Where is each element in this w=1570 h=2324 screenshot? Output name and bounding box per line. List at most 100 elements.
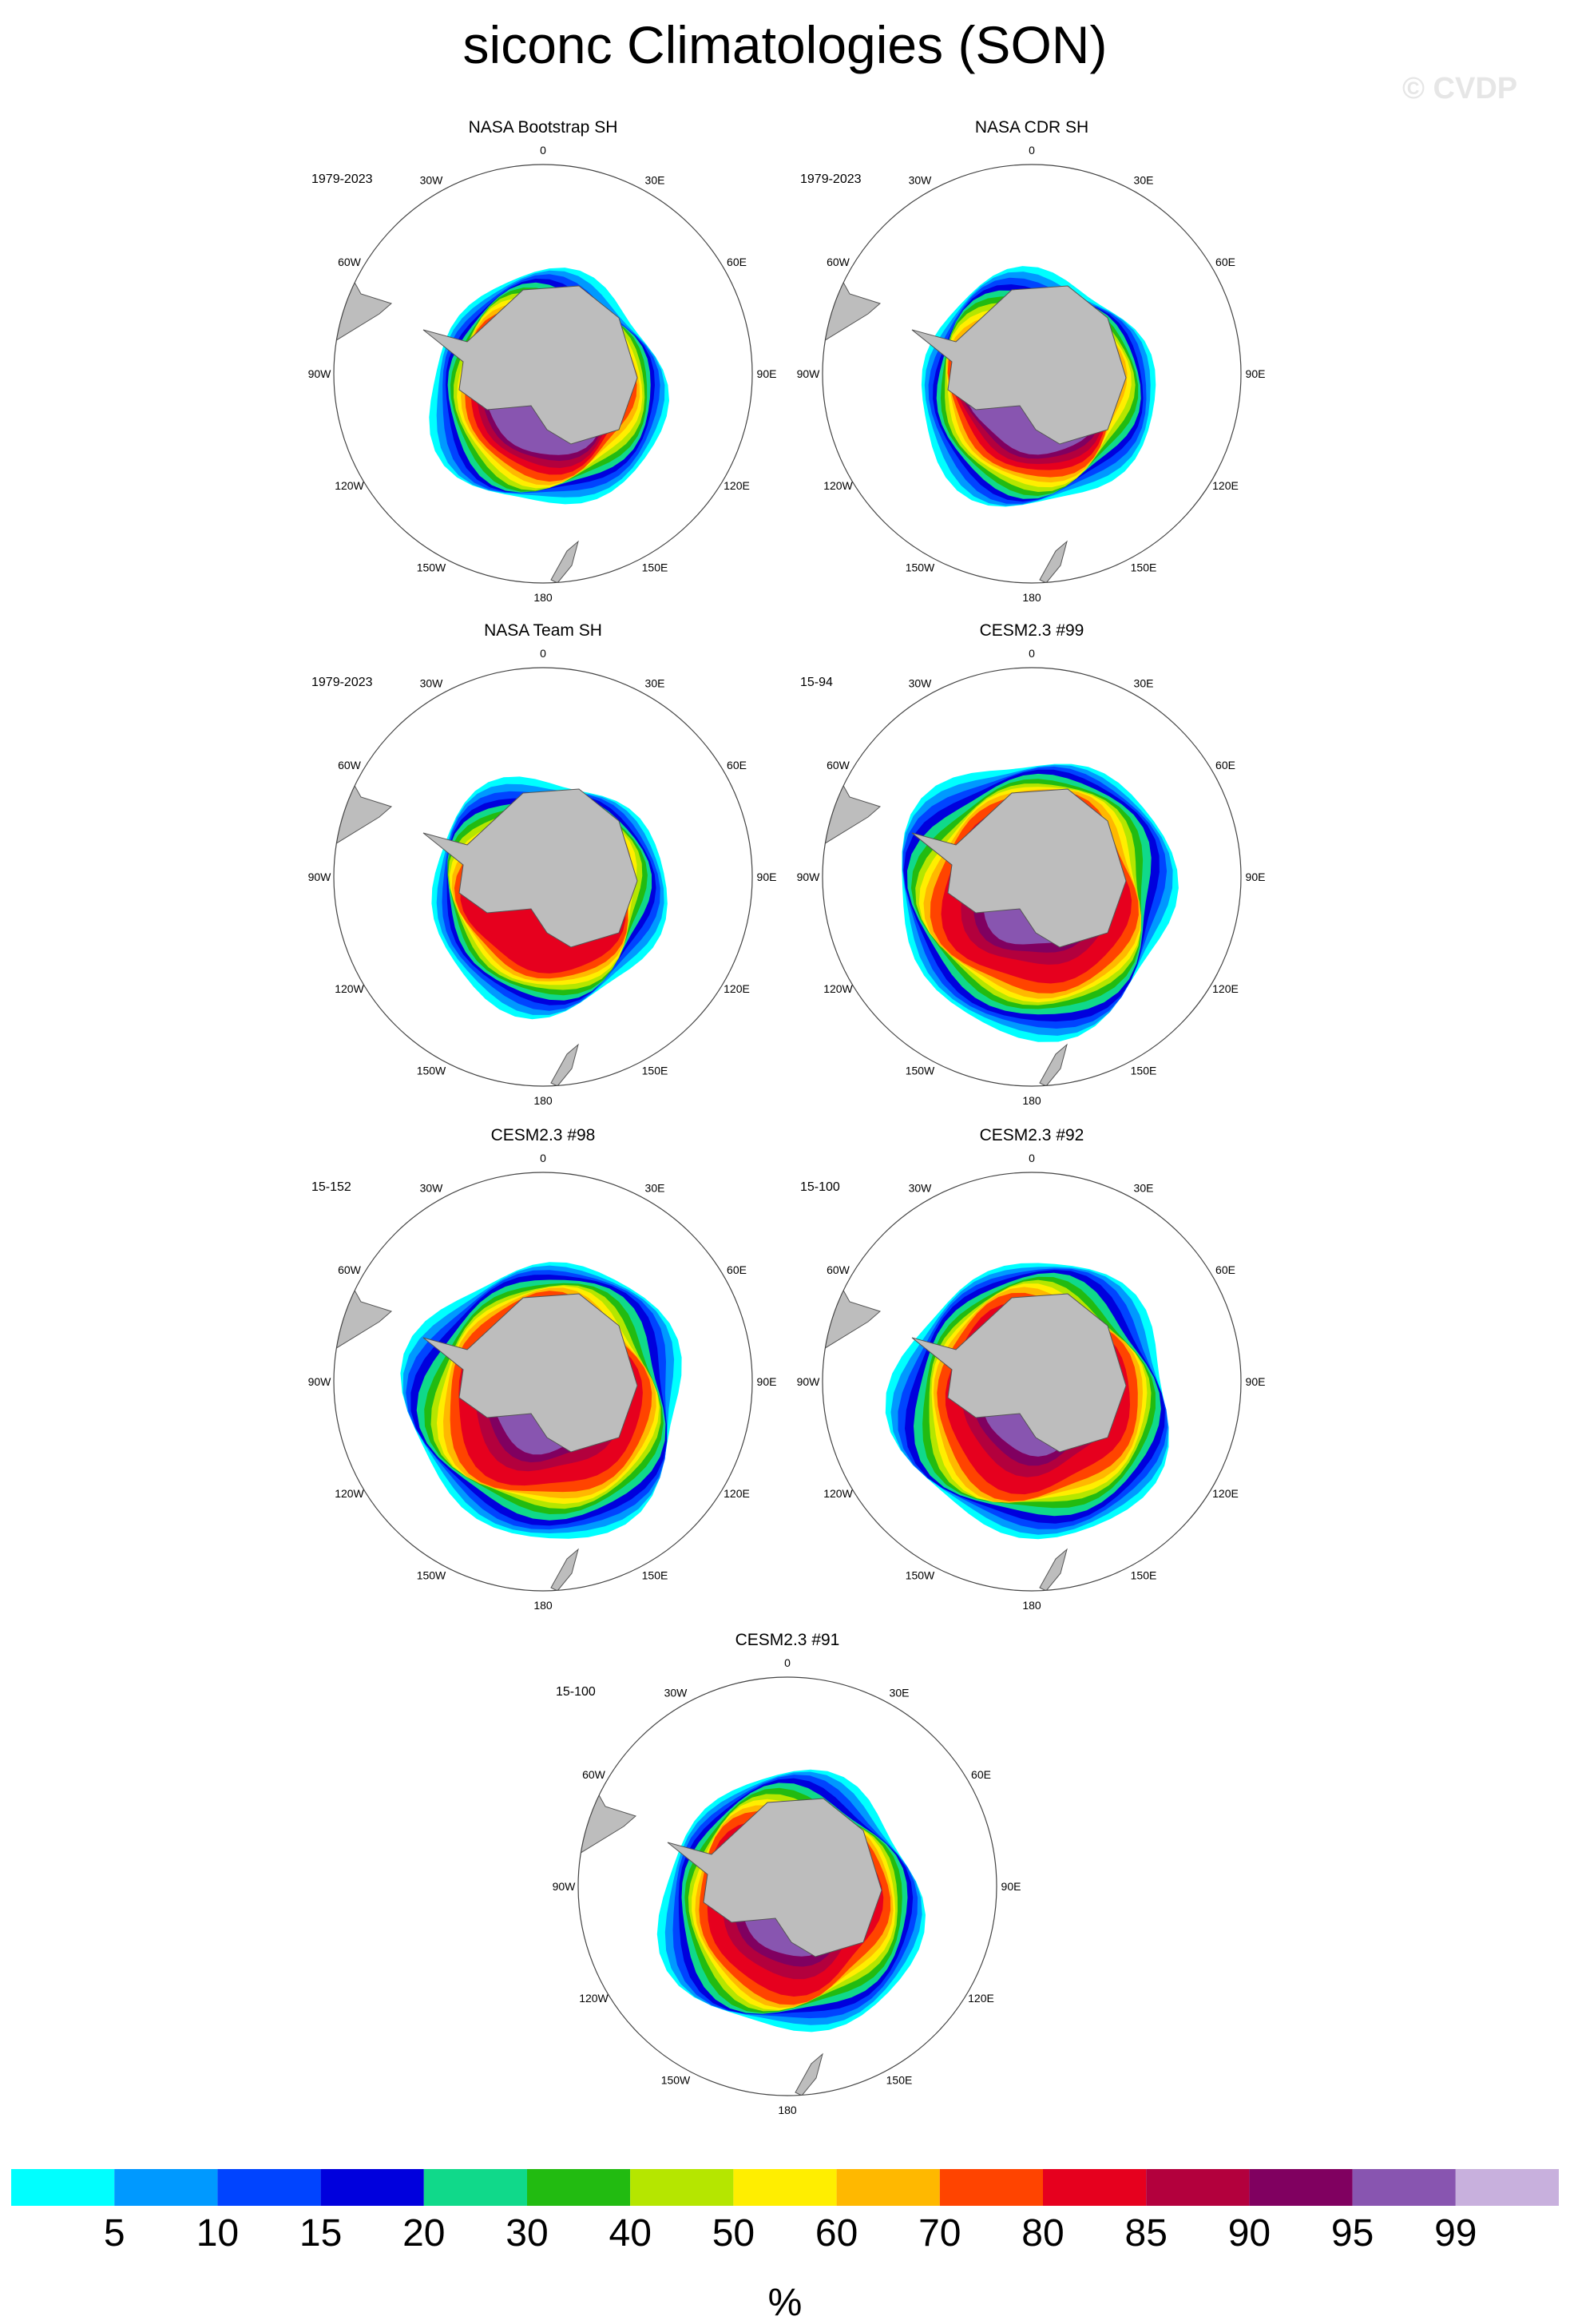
- longitude-label: 90W: [797, 367, 821, 380]
- longitude-label: 0: [784, 1656, 791, 1669]
- colorbar-tick-label: 20: [402, 2212, 445, 2255]
- panel-title: CESM2.3 #99: [979, 621, 1084, 640]
- colorbar-swatch: [1146, 2169, 1250, 2206]
- longitude-label: 180: [1022, 1599, 1041, 1612]
- longitude-label: 60W: [338, 256, 362, 268]
- longitude-label: 90W: [308, 367, 332, 380]
- colorbar-swatch: [320, 2169, 424, 2206]
- longitude-label: 90W: [308, 871, 332, 883]
- longitude-label: 30E: [645, 174, 665, 187]
- map-panel-nasa-team: NASA Team SH 1979-2023 0 30E 60E 90E 120E 150…: [264, 621, 823, 1124]
- longitude-label: 150E: [1131, 1569, 1157, 1582]
- panel-title: NASA Team SH: [484, 621, 602, 640]
- longitude-label: 60W: [338, 1263, 362, 1276]
- longitude-label: 30W: [420, 174, 444, 187]
- longitude-label: 30W: [420, 1182, 444, 1195]
- south-america-landmass: [578, 1791, 637, 1855]
- colorbar-tick-label: 99: [1434, 2212, 1477, 2255]
- longitude-label: 30W: [909, 174, 933, 187]
- longitude-label: 120E: [1212, 1487, 1239, 1500]
- longitude-label: 30E: [1134, 677, 1154, 690]
- panel-years: 1979-2023: [311, 676, 373, 689]
- colorbar-swatch: [1043, 2169, 1147, 2206]
- longitude-label: 60E: [1215, 256, 1235, 268]
- colorbar-tick-label: 40: [609, 2212, 652, 2255]
- longitude-label: 180: [1022, 591, 1041, 604]
- longitude-label: 150W: [906, 561, 935, 574]
- polar-map: 0 30E 60E 90E 120E 150E 180 150W 120W 90W 60W 30W: [308, 1152, 777, 1612]
- longitude-label: 120W: [579, 1992, 609, 2005]
- colorbar-swatch: [939, 2169, 1043, 2206]
- antarctica-landmass: [911, 285, 1127, 445]
- map-boundary-circle: [577, 1676, 997, 2096]
- longitude-label: 120E: [724, 982, 750, 995]
- panel-title: NASA CDR SH: [974, 118, 1089, 137]
- longitude-label: 150E: [642, 1569, 668, 1582]
- panel-years: 15-100: [556, 1685, 596, 1699]
- longitude-label: 120E: [1212, 479, 1239, 492]
- map-boundary-circle: [333, 164, 753, 584]
- colorbar-tick-label: 70: [918, 2212, 961, 2255]
- colorbar-swatch: [630, 2169, 734, 2206]
- panel-years: 15-100: [800, 1180, 840, 1194]
- panel-title: CESM2.3 #92: [979, 1126, 1084, 1144]
- colorbar-tick-label: 30: [505, 2212, 548, 2255]
- map-boundary-circle: [822, 164, 1242, 584]
- longitude-label: 120W: [823, 1487, 853, 1500]
- longitude-label: 60E: [727, 256, 747, 268]
- antarctica-landmass: [667, 1798, 882, 1957]
- map-panel-nasa-cdr: NASA CDR SH 1979-2023 0 30E 60E 90E 120E 150E…: [752, 118, 1311, 621]
- longitude-label: 60W: [582, 1768, 606, 1781]
- longitude-label: 60W: [338, 759, 362, 771]
- colorbar-swatch: [733, 2169, 837, 2206]
- cvdp-watermark: © CVDP: [1402, 72, 1518, 105]
- longitude-label: 30W: [909, 1182, 933, 1195]
- colorbar-tick-label: 90: [1228, 2212, 1271, 2255]
- map-boundary-circle: [333, 1172, 753, 1592]
- new-zealand-landmass: [550, 1548, 579, 1591]
- colorbar-swatch: [1455, 2169, 1559, 2206]
- longitude-label: 120W: [823, 479, 853, 492]
- colorbar-swatch: [527, 2169, 631, 2206]
- longitude-label: 0: [1029, 647, 1035, 660]
- longitude-label: 150E: [642, 561, 668, 574]
- colorbar-tick-label: 10: [196, 2212, 239, 2255]
- colorbar-swatch: [217, 2169, 321, 2206]
- antarctica-landmass: [422, 788, 638, 948]
- longitude-label: 180: [1022, 1094, 1041, 1107]
- longitude-label: 0: [540, 1152, 546, 1164]
- longitude-label: 150W: [417, 1569, 446, 1582]
- polar-map: 0 30E 60E 90E 120E 150E 180 150W 120W 90W 60W 30W: [308, 144, 777, 604]
- longitude-label: 90E: [757, 871, 777, 883]
- colorbar-swatch: [11, 2169, 115, 2206]
- colorbar-units-label: %: [767, 2282, 803, 2324]
- longitude-label: 90W: [797, 871, 821, 883]
- longitude-label: 90E: [757, 367, 777, 380]
- south-america-landmass: [823, 278, 882, 343]
- longitude-label: 60E: [971, 1768, 991, 1781]
- longitude-label: 150W: [417, 1065, 446, 1077]
- new-zealand-landmass: [1039, 1548, 1068, 1591]
- longitude-label: 90E: [1246, 871, 1266, 883]
- antarctica-landmass: [911, 788, 1127, 948]
- longitude-label: 60E: [727, 759, 747, 771]
- colorbar-swatch: [114, 2169, 218, 2206]
- panel-years: 1979-2023: [800, 173, 862, 186]
- longitude-label: 120E: [1212, 982, 1239, 995]
- longitude-label: 30E: [1134, 1182, 1154, 1195]
- colorbar-tick-label: 5: [104, 2212, 125, 2255]
- longitude-label: 150E: [886, 2074, 913, 2087]
- longitude-label: 150E: [642, 1065, 668, 1077]
- polar-map: 0 30E 60E 90E 120E 150E 180 150W 120W 90W 60W 30W: [797, 1152, 1266, 1612]
- panel-years: 1979-2023: [311, 173, 373, 186]
- panel-years: 15-94: [800, 676, 833, 689]
- longitude-label: 60W: [827, 759, 850, 771]
- colorbar-tick-label: 60: [815, 2212, 858, 2255]
- longitude-label: 120W: [335, 1487, 364, 1500]
- longitude-label: 150W: [661, 2074, 691, 2087]
- longitude-label: 120W: [335, 479, 364, 492]
- colorbar-swatch: [1249, 2169, 1353, 2206]
- longitude-label: 150E: [1131, 1065, 1157, 1077]
- antarctica-landmass: [422, 285, 638, 445]
- new-zealand-landmass: [550, 1043, 579, 1086]
